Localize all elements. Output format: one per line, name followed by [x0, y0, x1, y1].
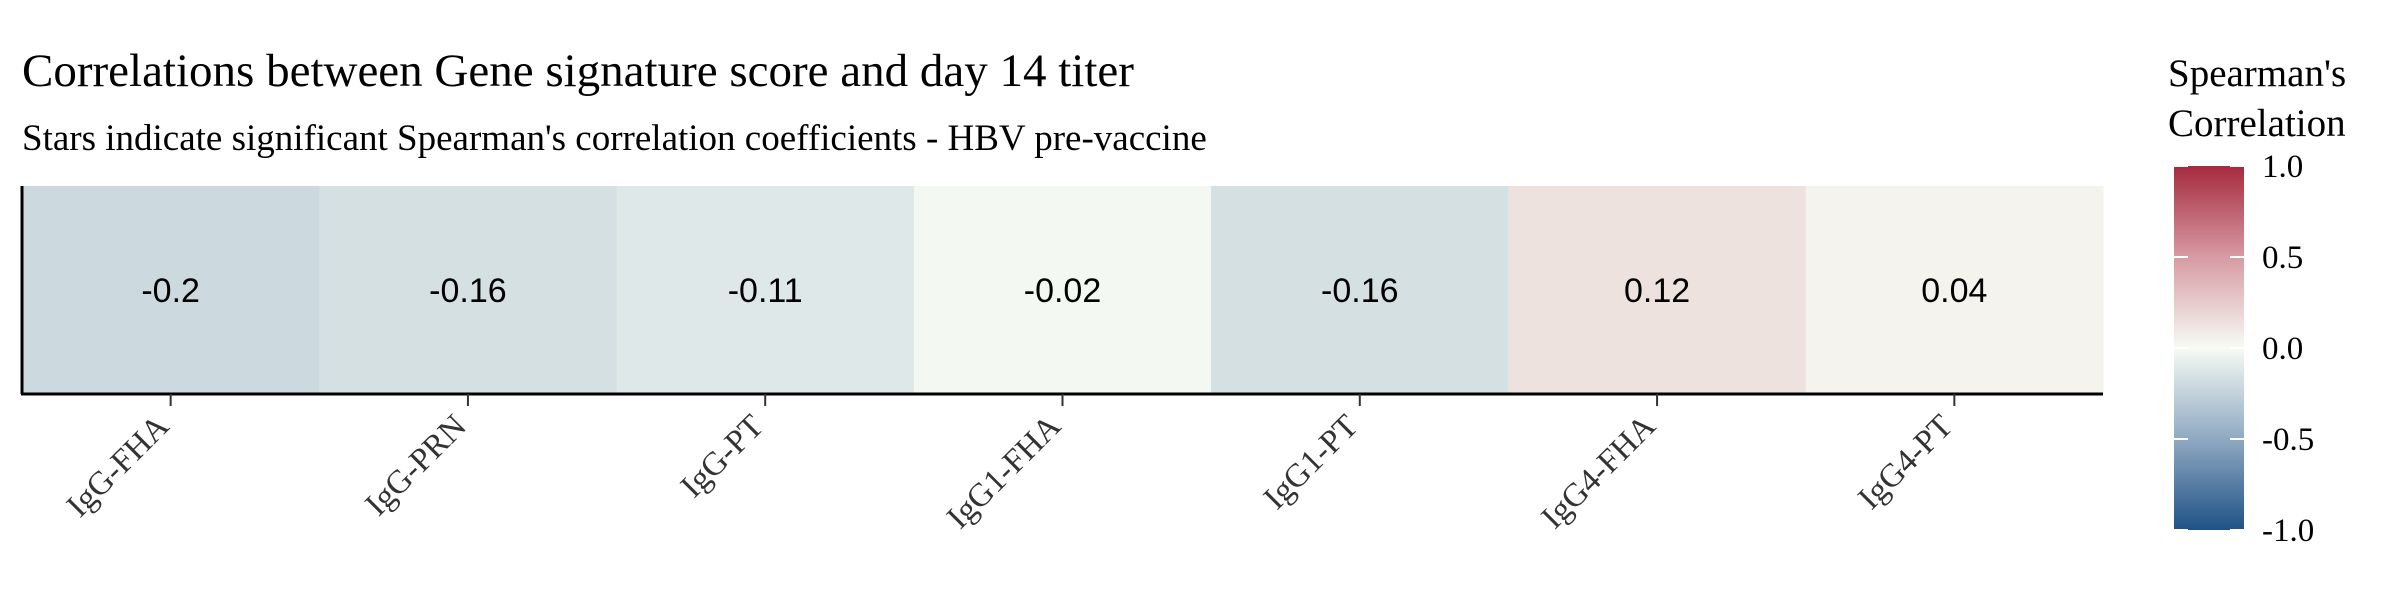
x-tick-label: IgG1-PT: [1257, 408, 1365, 516]
legend-tick-label: 1.0: [2262, 149, 2303, 185]
chart-subtitle: Stars indicate significant Spearman's co…: [22, 118, 1207, 159]
cell-value-label: -0.2: [141, 272, 200, 310]
x-tick-label: IgG-FHA: [60, 408, 176, 524]
x-axis-ticks: IgG-FHA IgG-PRN IgG-PT IgG1-FHA IgG1-PT IgG4-…: [60, 394, 1960, 536]
x-tick-label: IgG-PT: [674, 408, 771, 505]
legend-tick-label: 0.0: [2262, 331, 2303, 367]
cell-value-label: -0.02: [1024, 272, 1102, 310]
heatmap-cell: [913, 186, 1212, 394]
legend-tick-label: -1.0: [2262, 513, 2314, 549]
heatmap-cell: [22, 186, 320, 394]
heatmap-cell: [1211, 186, 1509, 394]
heatmap-cell: [319, 186, 618, 394]
heatmap-cell: [616, 186, 915, 394]
x-tick-label: IgG4-PT: [1852, 408, 1960, 516]
legend-title-line1: Spearman's: [2168, 52, 2346, 95]
cell-value-label: -0.16: [1321, 272, 1399, 310]
cell-value-label: -0.16: [429, 272, 507, 310]
heatmap-cell: [1508, 186, 1807, 394]
legend-tick-label: -0.5: [2262, 422, 2314, 458]
x-tick-label: IgG-PRN: [359, 408, 474, 523]
legend-ticks: 1.0 0.5 0.0 -0.5 -1.0: [2174, 149, 2314, 549]
x-tick-label: IgG1-FHA: [940, 408, 1068, 536]
cell-value-label: 0.04: [1921, 272, 1987, 310]
legend-title-line2: Correlation: [2168, 102, 2346, 145]
chart-title: Correlations between Gene signature scor…: [22, 45, 1134, 97]
heatmap-cells: [22, 186, 2104, 394]
legend-tick-label: 0.5: [2262, 240, 2303, 276]
cell-value-label: 0.12: [1624, 272, 1690, 310]
x-tick-label: IgG4-FHA: [1535, 408, 1663, 536]
heatmap-value-labels: -0.2 -0.16 -0.11 -0.02 -0.16 0.12 0.04: [141, 272, 1987, 310]
cell-value-label: -0.11: [728, 272, 803, 310]
heatmap-cell: [1805, 186, 2104, 394]
